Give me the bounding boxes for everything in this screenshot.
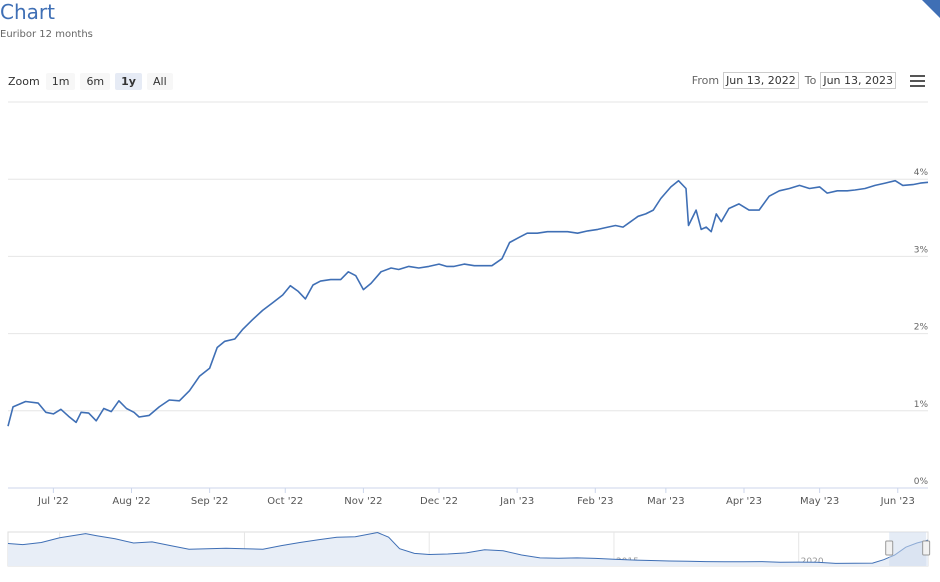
date-range-inputs: From Jun 13, 2022 To Jun 13, 2023 [686, 72, 896, 89]
chart-subtitle: Euribor 12 months [0, 29, 93, 40]
x-tick-label: Apr '23 [726, 496, 762, 507]
zoom-6m-button[interactable]: 6m [80, 72, 111, 90]
x-tick-label: Jun '23 [880, 496, 915, 507]
x-tick-label: Mar '23 [647, 496, 685, 507]
zoom-1m-button[interactable]: 1m [45, 72, 76, 90]
y-tick-label: 3% [914, 245, 929, 255]
navigator-selection[interactable] [889, 532, 927, 566]
range-selector-zoom: Zoom 1m 6m 1y All [8, 72, 178, 90]
to-label: To [804, 74, 817, 87]
x-tick-label: Nov '22 [344, 496, 382, 507]
corner-fold-decoration [922, 0, 940, 18]
zoom-all-button[interactable]: All [146, 72, 173, 90]
x-tick-label: Oct '22 [267, 496, 303, 507]
zoom-label: Zoom [8, 74, 40, 88]
navigator-handle-right[interactable] [922, 540, 931, 556]
navigator-handle-left[interactable] [885, 540, 894, 556]
navigator-background [7, 531, 929, 567]
x-tick-label: Jan '23 [499, 496, 534, 507]
navigator-year-label: 2020 [801, 557, 824, 567]
y-tick-label: 2% [914, 323, 929, 333]
y-tick-label: 1% [914, 400, 929, 410]
x-tick-label: Feb '23 [577, 496, 613, 507]
navigator-area [8, 532, 928, 566]
zoom-1y-button[interactable]: 1y [115, 72, 142, 90]
navigator: 2000 2005 2010 2015 2020 [7, 531, 931, 567]
x-tick-label: Aug '22 [112, 496, 150, 507]
navigator-series-line [7, 531, 929, 564]
x-tick-label: Sep '22 [191, 496, 229, 507]
x-tick-label: May '23 [800, 496, 839, 507]
series-line-euribor [7, 179, 929, 427]
from-date-input[interactable]: Jun 13, 2022 [723, 72, 799, 89]
to-date-input[interactable]: Jun 13, 2023 [820, 72, 896, 89]
hamburger-menu-icon[interactable] [910, 75, 925, 87]
navigator-year-label: 2005 [246, 557, 269, 567]
navigator-year-label: 2000 [62, 557, 85, 567]
y-tick-label: 4% [914, 168, 929, 178]
x-tick-label: Dec '22 [420, 496, 458, 507]
navigator-year-label: 2015 [616, 557, 639, 567]
x-tick-label: Jul '22 [37, 496, 69, 507]
navigator-year-label: 2010 [431, 557, 454, 567]
from-label: From [691, 74, 720, 87]
chart-title: Chart [0, 0, 55, 24]
y-tick-label: 0% [914, 477, 929, 487]
